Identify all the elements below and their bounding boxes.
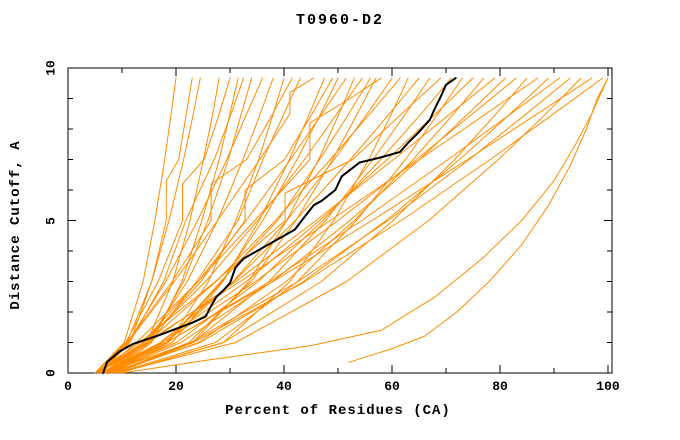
prediction-curve [116, 77, 582, 374]
y-tick-label: 5 [43, 216, 59, 225]
prediction-curve [110, 77, 239, 374]
x-tick-label: 20 [168, 379, 184, 394]
x-tick-label: 60 [384, 379, 400, 394]
prediction-curve [105, 77, 452, 374]
reference-curve [102, 77, 457, 374]
y-tick-label: 10 [43, 60, 59, 76]
prediction-curve [116, 77, 463, 374]
x-tick-label: 40 [276, 379, 292, 394]
plot-frame [67, 67, 613, 374]
prediction-curve [94, 77, 539, 374]
prediction-curve [99, 77, 474, 374]
x-axis-title: Percent of Residues (CA) [225, 403, 451, 419]
prediction-curve [94, 77, 177, 374]
prediction-curve [97, 77, 496, 374]
prediction-curve [102, 77, 517, 374]
prediction-curve [99, 77, 315, 374]
prediction-curve [94, 77, 363, 374]
prediction-curve [97, 77, 401, 374]
prediction-curve [108, 77, 506, 374]
prediction-curve [118, 77, 528, 374]
prediction-curve [102, 77, 347, 374]
prediction-curve [105, 77, 571, 374]
prediction-curve [105, 77, 301, 374]
prediction-curve [97, 77, 334, 374]
prediction-curve [99, 77, 382, 374]
prediction-curve [348, 77, 609, 363]
prediction-curve [99, 77, 244, 374]
prediction-curve [94, 77, 293, 374]
prediction-curve [113, 77, 485, 374]
y-axis-title-text: Distance Cutoff, A [8, 140, 24, 310]
x-tick-label: 80 [492, 379, 508, 394]
prediction-curve [110, 77, 325, 374]
prediction-curve [113, 77, 604, 374]
x-tick-label: 100 [596, 379, 620, 394]
prediction-curve [113, 77, 285, 374]
chart-title: T0960-D2 [295, 12, 384, 29]
prediction-curve [94, 77, 442, 374]
prediction-curve [94, 77, 231, 374]
x-tick-label: 0 [64, 379, 72, 394]
y-tick-label: 0 [43, 369, 59, 377]
prediction-curve [102, 77, 593, 374]
